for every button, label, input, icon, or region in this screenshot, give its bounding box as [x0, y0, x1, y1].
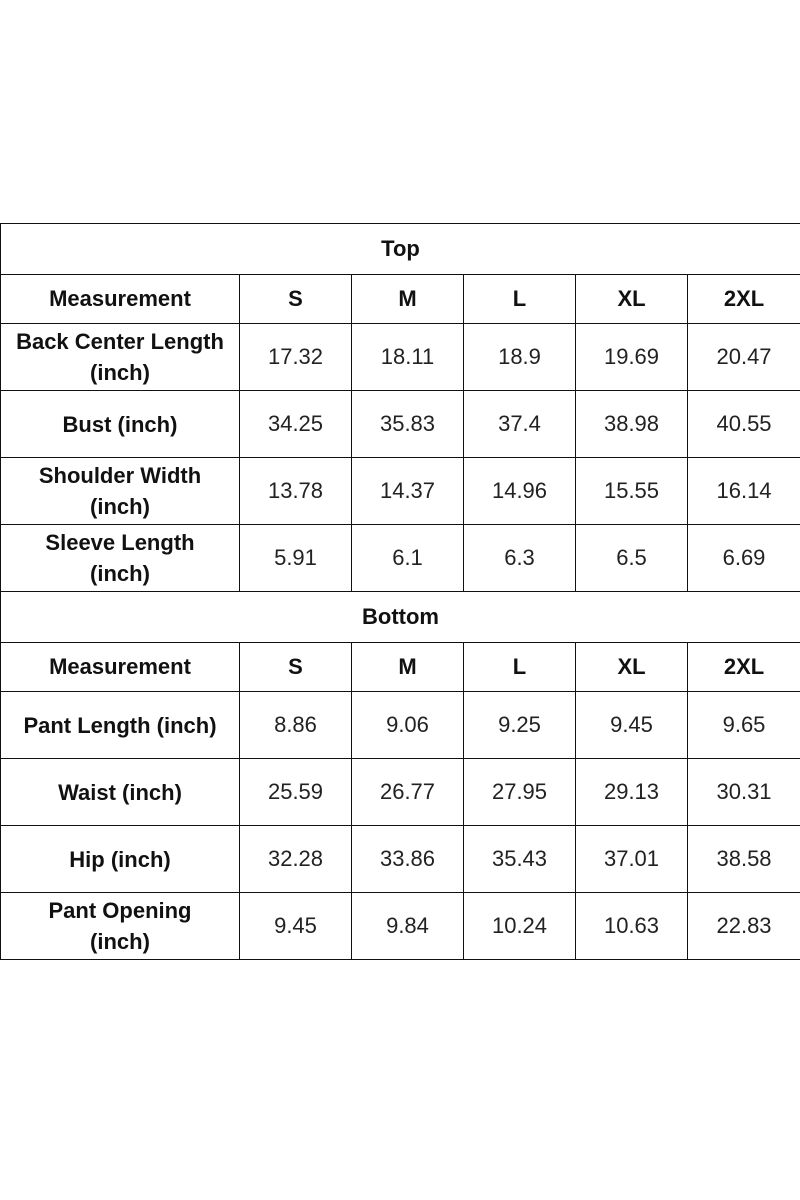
value-cell: 9.45	[575, 691, 688, 759]
value-cell: 9.65	[686, 691, 800, 759]
value-cell: 17.32	[239, 323, 352, 391]
header-cell: M	[351, 642, 464, 692]
label-line: Bust (inch)	[62, 411, 178, 437]
value-cell: 14.96	[463, 457, 576, 525]
section-title: Top	[0, 223, 800, 275]
header-cell: S	[239, 274, 352, 324]
row-label: Waist (inch)	[0, 758, 240, 826]
value-cell: 6.1	[351, 524, 464, 592]
data-row: Waist (inch) 25.59 26.77 27.95 29.13 30.31	[0, 758, 800, 826]
value-cell: 10.24	[463, 892, 576, 960]
value-cell: 40.55	[686, 390, 800, 458]
value-cell: 37.4	[463, 390, 576, 458]
value-cell: 38.98	[575, 390, 688, 458]
data-row: Pant Opening (inch) 9.45 9.84 10.24 10.63 22.8…	[0, 892, 800, 960]
row-label: Pant Length (inch)	[0, 691, 240, 759]
value-cell: 16.14	[686, 457, 800, 525]
label-line: (inch)	[90, 360, 150, 385]
row-label: Back Center Length (inch)	[0, 323, 240, 391]
header-cell: Measurement	[0, 642, 240, 692]
value-cell: 30.31	[686, 758, 800, 826]
value-cell: 29.13	[575, 758, 688, 826]
label-line: Pant Length (inch)	[23, 712, 217, 738]
value-cell: 35.43	[463, 825, 576, 893]
label-line: Sleeve Length	[45, 530, 195, 555]
data-row: Pant Length (inch) 8.86 9.06 9.25 9.45 9.65	[0, 691, 800, 759]
value-cell: 37.01	[575, 825, 688, 893]
data-row: Hip (inch) 32.28 33.86 35.43 37.01 38.58	[0, 825, 800, 893]
value-cell: 13.78	[239, 457, 352, 525]
label-line: (inch)	[90, 929, 150, 954]
row-label: Sleeve Length (inch)	[0, 524, 240, 592]
table-body: Top Measurement S M L XL 2XL Back Center Length…	[0, 223, 800, 960]
value-cell: 6.3	[463, 524, 576, 592]
value-cell: 18.11	[351, 323, 464, 391]
value-cell: 26.77	[351, 758, 464, 826]
label-line: Pant Opening	[48, 898, 192, 923]
header-cell: L	[463, 642, 576, 692]
value-cell: 32.28	[239, 825, 352, 893]
row-label: Bust (inch)	[0, 390, 240, 458]
value-cell: 9.84	[351, 892, 464, 960]
header-cell: XL	[575, 274, 688, 324]
value-cell: 38.58	[686, 825, 800, 893]
header-cell: 2XL	[686, 274, 800, 324]
value-cell: 9.25	[463, 691, 576, 759]
value-cell: 9.06	[351, 691, 464, 759]
data-row: Back Center Length (inch) 17.32 18.11 18.9 19…	[0, 323, 800, 391]
value-cell: 34.25	[239, 390, 352, 458]
data-row: Sleeve Length (inch) 5.91 6.1 6.3 6.5 6.69	[0, 524, 800, 592]
value-cell: 6.5	[575, 524, 688, 592]
row-label: Hip (inch)	[0, 825, 240, 893]
value-cell: 19.69	[575, 323, 688, 391]
header-cell: L	[463, 274, 576, 324]
value-cell: 9.45	[239, 892, 352, 960]
label-line: Waist (inch)	[58, 779, 182, 805]
header-cell: 2XL	[686, 642, 800, 692]
header-row: Measurement S M L XL 2XL	[0, 642, 800, 692]
value-cell: 6.69	[686, 524, 800, 592]
label-line: (inch)	[90, 561, 150, 586]
value-cell: 27.95	[463, 758, 576, 826]
label-line: Shoulder Width	[38, 463, 202, 488]
header-cell: XL	[575, 642, 688, 692]
value-cell: 33.86	[351, 825, 464, 893]
value-cell: 18.9	[463, 323, 576, 391]
label-line: Back Center Length	[16, 329, 224, 354]
value-cell: 10.63	[575, 892, 688, 960]
data-row: Bust (inch) 34.25 35.83 37.4 38.98 40.55	[0, 390, 800, 458]
header-cell: S	[239, 642, 352, 692]
value-cell: 8.86	[239, 691, 352, 759]
row-label: Shoulder Width (inch)	[0, 457, 240, 525]
header-row: Measurement S M L XL 2XL	[0, 274, 800, 324]
value-cell: 22.83	[686, 892, 800, 960]
data-row: Shoulder Width (inch) 13.78 14.37 14.96 15.55…	[0, 457, 800, 525]
value-cell: 14.37	[351, 457, 464, 525]
label-line: Hip (inch)	[69, 846, 171, 872]
value-cell: 20.47	[686, 323, 800, 391]
section-title-row: Top	[0, 223, 800, 275]
value-cell: 15.55	[575, 457, 688, 525]
value-cell: 5.91	[239, 524, 352, 592]
size-chart: Top Measurement S M L XL 2XL Back Center Length…	[0, 223, 800, 960]
section-title: Bottom	[0, 591, 800, 643]
value-cell: 25.59	[239, 758, 352, 826]
value-cell: 35.83	[351, 390, 464, 458]
row-label: Pant Opening (inch)	[0, 892, 240, 960]
header-cell: M	[351, 274, 464, 324]
label-line: (inch)	[90, 494, 150, 519]
section-title-row: Bottom	[0, 591, 800, 643]
header-cell: Measurement	[0, 274, 240, 324]
